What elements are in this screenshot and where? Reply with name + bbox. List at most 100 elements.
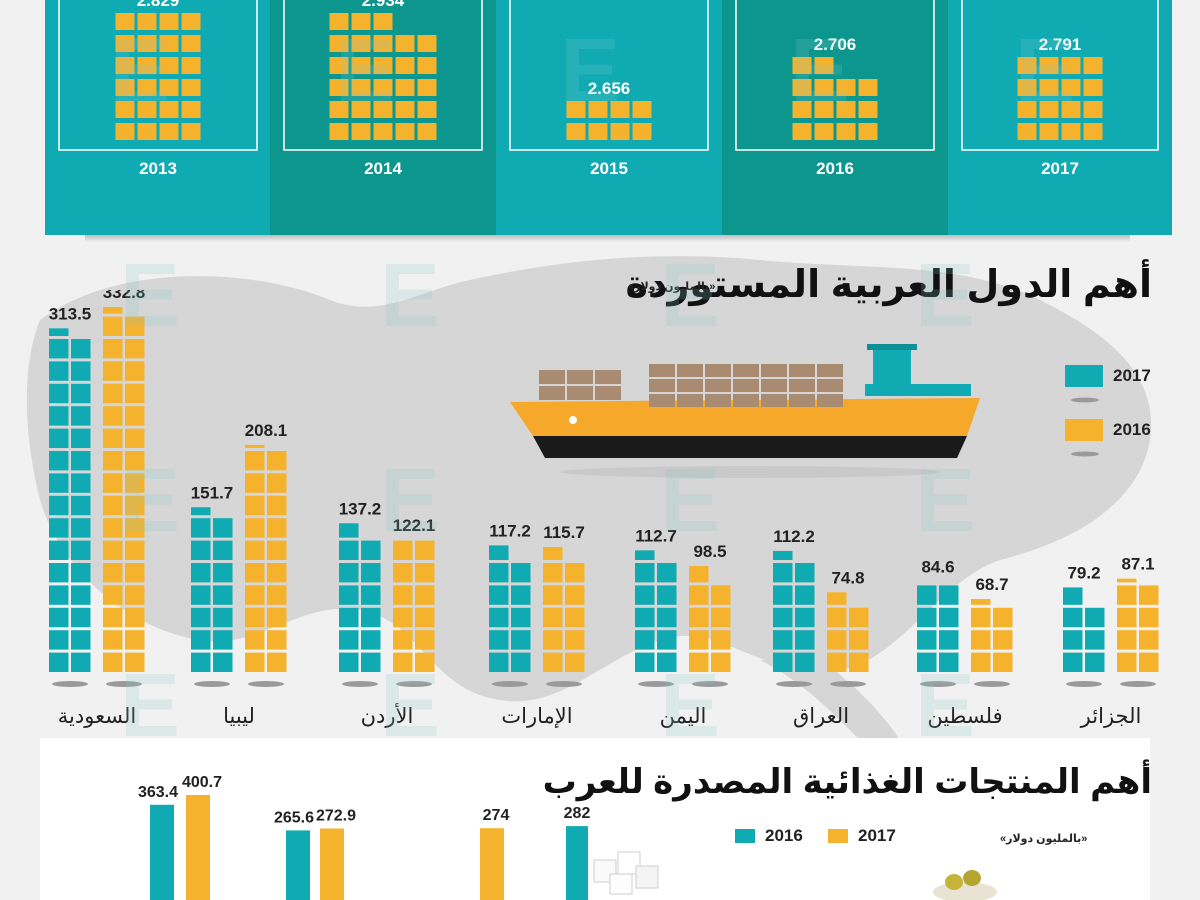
value-tile bbox=[329, 35, 349, 52]
value-tile bbox=[373, 57, 393, 74]
bar-tile bbox=[71, 652, 91, 672]
value-tile bbox=[329, 79, 349, 96]
exports-unit-note: «بالمليون دولار» bbox=[1000, 833, 1088, 845]
bar-tile bbox=[49, 473, 69, 493]
bar-tile bbox=[917, 630, 937, 650]
value-tile bbox=[1061, 123, 1081, 140]
bar-value-label: 74.8 bbox=[831, 568, 864, 587]
value-tile bbox=[137, 57, 157, 74]
value-tile bbox=[351, 101, 371, 118]
bar-tile bbox=[393, 630, 413, 650]
bar-tile bbox=[191, 540, 211, 560]
value-tile bbox=[329, 101, 349, 118]
bar-tile bbox=[565, 607, 585, 628]
value-tile bbox=[1039, 57, 1059, 74]
value-tile bbox=[814, 79, 834, 96]
bar-tile bbox=[393, 607, 413, 628]
value-tile bbox=[115, 123, 135, 140]
bar-tile bbox=[191, 630, 211, 650]
bar-tile bbox=[415, 540, 435, 560]
bar-tile bbox=[971, 607, 991, 628]
value-tile bbox=[814, 101, 834, 118]
bar-shadow bbox=[546, 681, 582, 687]
cargo-container bbox=[595, 370, 621, 384]
bar-tile bbox=[1063, 652, 1083, 672]
export-value-label: 274 bbox=[483, 807, 510, 824]
bar-tile bbox=[71, 406, 91, 426]
bar-tile bbox=[191, 563, 211, 583]
year-frame bbox=[735, 0, 935, 151]
value-tile bbox=[137, 13, 157, 30]
cargo-container bbox=[595, 386, 621, 400]
bar-tile bbox=[245, 495, 265, 516]
bar-tile bbox=[635, 652, 655, 672]
bar-tile bbox=[657, 563, 677, 583]
bar-tile bbox=[245, 563, 265, 583]
year-value-label: 2.934 bbox=[362, 0, 405, 10]
bar-tile bbox=[245, 585, 265, 605]
value-tile bbox=[1083, 79, 1103, 96]
cargo-container bbox=[567, 370, 593, 384]
bar-tile bbox=[489, 607, 509, 628]
bar-shadow bbox=[248, 681, 284, 687]
export-value-label: 272.9 bbox=[316, 807, 356, 824]
bar-tile bbox=[213, 652, 233, 672]
bar-tile bbox=[213, 518, 233, 538]
bar-value-label: 98.5 bbox=[693, 542, 726, 561]
value-tile bbox=[159, 123, 179, 140]
value-tile bbox=[115, 35, 135, 52]
bar-tile bbox=[773, 630, 793, 650]
bar-tile bbox=[773, 585, 793, 605]
value-tile bbox=[159, 101, 179, 118]
bar-tile bbox=[849, 607, 869, 628]
bar-value-label: 112.2 bbox=[773, 527, 815, 546]
bar-tile bbox=[125, 316, 145, 336]
value-tile bbox=[373, 101, 393, 118]
value-tile bbox=[373, 35, 393, 52]
legend-label: 2016 bbox=[1113, 420, 1151, 439]
bar-tile bbox=[213, 585, 233, 605]
bar-shadow bbox=[1120, 681, 1156, 687]
bar-shadow bbox=[194, 681, 230, 687]
bar-tile bbox=[489, 563, 509, 583]
bar-tile bbox=[415, 585, 435, 605]
bar-tile bbox=[635, 585, 655, 605]
export-bar-2016 bbox=[566, 826, 588, 900]
bar-tile bbox=[511, 652, 531, 672]
bar-tile bbox=[1139, 585, 1159, 605]
bar-tile bbox=[993, 630, 1013, 650]
bar-tile bbox=[361, 585, 381, 605]
banner-shadow bbox=[85, 235, 1130, 242]
imports-unit-note: «بالمليون دولار» bbox=[628, 281, 716, 293]
value-tile bbox=[181, 79, 201, 96]
legend-swatch-gold bbox=[828, 829, 848, 843]
value-tile bbox=[159, 79, 179, 96]
cargo-container bbox=[733, 364, 759, 377]
value-tile bbox=[351, 57, 371, 74]
bar-value-label: 84.6 bbox=[921, 557, 954, 576]
bar-tile bbox=[1117, 652, 1137, 672]
bar-tile bbox=[49, 451, 69, 471]
bar-tile bbox=[49, 339, 69, 359]
bar-shadow bbox=[974, 681, 1010, 687]
olives-illustration bbox=[933, 870, 997, 900]
cargo-container bbox=[539, 370, 565, 384]
value-tile bbox=[395, 101, 415, 118]
bar-tile bbox=[267, 495, 287, 516]
bar-tile bbox=[1063, 587, 1083, 605]
cargo-container bbox=[677, 394, 703, 407]
bar-tile bbox=[565, 652, 585, 672]
bar-tile bbox=[49, 652, 69, 672]
bar-shadow bbox=[692, 681, 728, 687]
bar-tile bbox=[657, 652, 677, 672]
bar-shadow bbox=[342, 681, 378, 687]
value-tile bbox=[792, 101, 812, 118]
bar-tile bbox=[511, 630, 531, 650]
value-tile bbox=[417, 35, 437, 52]
value-tile bbox=[610, 123, 630, 140]
bar-tile bbox=[827, 630, 847, 650]
bar-tile bbox=[393, 563, 413, 583]
bar-tile bbox=[103, 518, 123, 538]
country-label: ليبيا bbox=[223, 705, 255, 728]
bar-tile bbox=[689, 630, 709, 650]
